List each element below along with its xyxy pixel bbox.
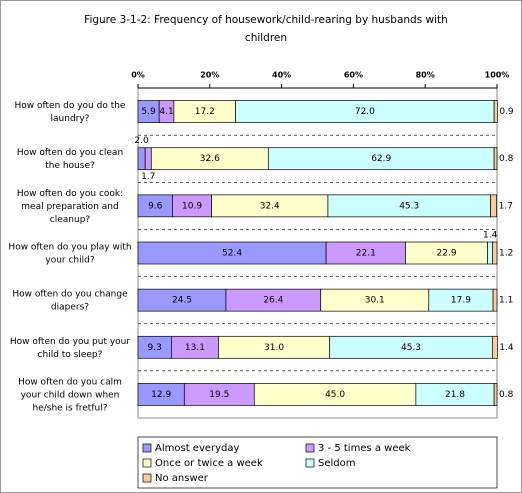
data-label: 30.1 (365, 296, 385, 306)
legend-label: Seldom (318, 458, 356, 469)
bar-segment (492, 288, 498, 312)
data-label: 0.9 (499, 107, 514, 117)
legend-label: Once or twice a week (155, 458, 263, 469)
category-label: How often do you put your child to sleep? (10, 336, 130, 359)
legend-swatch (142, 458, 152, 468)
bar-segment (491, 335, 498, 359)
bar-segment (487, 241, 494, 265)
data-label: 1.4 (483, 231, 498, 241)
data-label: 0.8 (499, 390, 514, 400)
chart-title: Figure 3-1-2: Frequency of housework/chi… (84, 14, 448, 44)
category-label: How often do you change diapers? (12, 289, 128, 312)
data-label: 45.3 (401, 343, 421, 353)
x-tick-label: 40% (272, 71, 291, 80)
data-label: 12.9 (151, 390, 171, 400)
legend-label: No answer (155, 473, 209, 484)
x-tick-label: 0% (131, 71, 145, 80)
data-label: 45.3 (399, 201, 419, 211)
data-label: 9.3 (148, 343, 162, 353)
legend-swatch (305, 458, 315, 468)
data-label: 72.0 (355, 107, 375, 117)
bar-segment (144, 147, 152, 171)
x-tick-label: 20% (200, 71, 219, 80)
x-tick-label: 100% (485, 71, 510, 80)
legend-box (137, 436, 498, 489)
data-label: 32.4 (260, 201, 280, 211)
legend-swatch (142, 443, 152, 453)
legend-swatch (305, 443, 315, 453)
data-label: 13.1 (185, 343, 205, 353)
data-label: 17.9 (451, 296, 471, 306)
legend-swatch (142, 473, 152, 483)
data-label: 31.0 (264, 343, 284, 353)
bar-segment (492, 241, 498, 265)
bar-segment (137, 147, 146, 171)
data-label: 10.9 (182, 201, 202, 211)
category-label: How often do you play with your child? (8, 242, 131, 265)
bar-segment (493, 100, 498, 123)
legend-label: Almost everyday (155, 443, 240, 454)
data-label: 17.2 (195, 107, 215, 117)
category-label: How often do you clean the house? (17, 148, 123, 171)
data-label: 1.2 (499, 249, 513, 259)
data-label: 22.1 (356, 249, 376, 259)
category-label: How often do you calm your child down whe… (18, 377, 122, 413)
data-label: 5.9 (141, 107, 156, 117)
data-label: 2.0 (134, 136, 149, 146)
bar-segment (493, 147, 498, 171)
data-label: 26.4 (263, 296, 283, 306)
x-tick-label: 60% (344, 71, 363, 80)
data-label: 0.8 (499, 154, 514, 164)
category-label: How often do you do the laundry? (15, 101, 126, 124)
data-label: 19.5 (209, 390, 229, 400)
data-label: 4.1 (159, 107, 173, 117)
legend-label: 3 - 5 times a week (318, 443, 411, 454)
data-label: 1.4 (499, 343, 514, 353)
data-label: 21.8 (445, 390, 465, 400)
data-label: 22.9 (437, 249, 457, 259)
data-label: 1.1 (499, 296, 513, 306)
data-label: 9.6 (148, 201, 163, 211)
bar-segment (490, 194, 497, 218)
data-label: 1.7 (141, 172, 155, 182)
data-label: 32.6 (200, 154, 220, 164)
data-label: 1.7 (499, 201, 513, 211)
data-label: 62.9 (371, 154, 391, 164)
category-label: How often do you cook: meal preparation a… (17, 188, 123, 224)
data-label: 52.4 (222, 249, 242, 259)
data-label: 45.0 (325, 390, 345, 400)
data-label: 24.5 (172, 296, 192, 306)
bar-segment (493, 383, 498, 406)
x-tick-label: 80% (416, 71, 435, 80)
